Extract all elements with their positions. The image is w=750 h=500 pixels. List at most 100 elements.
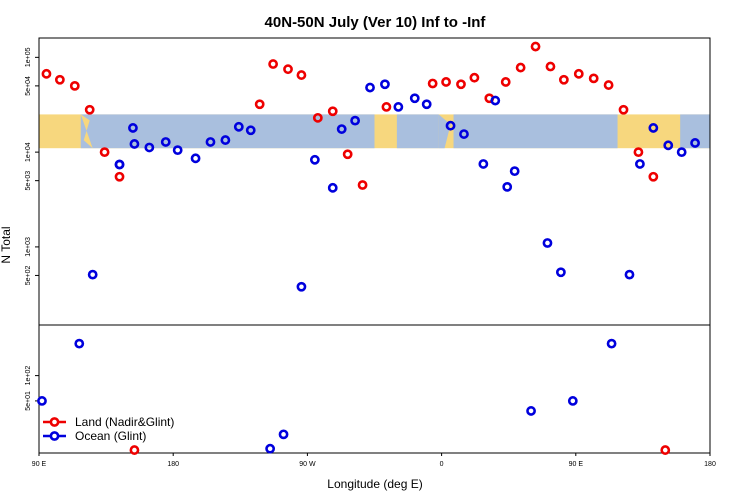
x-tick-label: 90 W: [299, 461, 316, 468]
ocean-point: [327, 182, 338, 193]
map-band-coast: [80, 114, 93, 149]
ocean-point: [502, 181, 513, 192]
land-point: [545, 61, 556, 72]
land-point: [588, 73, 599, 84]
y-tick-label: 1e+03: [25, 237, 32, 257]
land-point: [357, 180, 368, 190]
land-point: [69, 80, 80, 91]
ocean-point: [336, 124, 347, 134]
y-tick-label: 1e+05: [25, 47, 32, 67]
land-point: [648, 171, 659, 182]
y-tick-label: 5e+04: [25, 76, 32, 96]
land-point: [558, 74, 569, 85]
legend-marker: [49, 431, 60, 441]
ocean-point: [172, 145, 183, 156]
data-points: [37, 41, 700, 455]
ocean-point: [393, 102, 404, 112]
land-point: [54, 74, 65, 85]
ocean-point: [648, 123, 659, 133]
x-tick-label: 180: [167, 461, 179, 468]
ocean-point: [278, 429, 289, 440]
ocean-point: [309, 154, 320, 165]
land-point: [573, 68, 584, 79]
land-point: [327, 106, 338, 117]
map-band-ocean: [396, 114, 439, 149]
ocean-point: [409, 93, 420, 104]
legend: Land (Nadir&Glint)Ocean (Glint): [43, 415, 174, 443]
land-point: [296, 70, 307, 80]
ocean-point: [380, 79, 390, 90]
legend-marker: [49, 417, 60, 427]
ocean-point: [421, 99, 432, 110]
ocean-point: [555, 267, 566, 278]
ocean-point: [144, 142, 155, 153]
y-axis-upper: 5e+02 1e+03 5e+03 1e+04 5e+04 1e+05: [25, 47, 39, 285]
y-tick-label: 1e+02: [25, 366, 32, 386]
ocean-point: [542, 238, 553, 248]
land-point: [618, 104, 629, 115]
land-point: [515, 62, 526, 73]
land-point: [441, 77, 451, 87]
ocean-point: [37, 396, 47, 406]
land-point: [114, 171, 125, 182]
ocean-point: [365, 82, 375, 93]
land-point: [312, 112, 323, 123]
land-point: [530, 41, 541, 52]
map-band-ocean: [453, 114, 618, 149]
ocean-point: [74, 338, 85, 349]
y-tick-label: 5e+01: [25, 391, 32, 411]
land-point: [129, 445, 140, 455]
ocean-point: [478, 159, 489, 169]
ocean-point: [114, 159, 125, 170]
ocean-point: [129, 139, 140, 149]
x-axis: 90 E 180 90 W 0 90 E 180: [32, 453, 716, 468]
x-tick-label: 90 E: [32, 461, 47, 468]
ocean-point: [509, 166, 520, 177]
world-map-band: [39, 114, 710, 149]
y-tick-label: 5e+03: [25, 171, 32, 191]
legend-label: Ocean (Glint): [75, 429, 146, 443]
ocean-point: [350, 115, 361, 126]
x-tick-label: 180: [704, 461, 716, 468]
ocean-point: [128, 123, 138, 133]
ocean-point: [624, 269, 635, 280]
ocean-point: [445, 120, 456, 131]
y-tick-label: 5e+02: [25, 266, 32, 286]
ocean-point: [265, 443, 276, 454]
lower-panel-frame: [38, 324, 711, 454]
x-axis-label: Longitude (deg E): [327, 477, 422, 491]
ocean-point: [567, 396, 578, 406]
ocean-point: [676, 147, 687, 158]
ocean-point: [490, 95, 501, 106]
land-point: [660, 445, 671, 455]
land-point: [633, 147, 644, 158]
ocean-point: [663, 140, 674, 151]
ocean-point: [296, 281, 307, 292]
land-point: [283, 64, 293, 75]
land-point: [99, 147, 110, 158]
x-tick-label: 0: [440, 461, 444, 468]
map-band-ocean: [680, 114, 710, 149]
ocean-point: [190, 153, 201, 164]
ocean-point: [245, 125, 256, 136]
land-point: [84, 104, 95, 115]
land-point: [381, 102, 392, 112]
ocean-point: [690, 138, 700, 148]
land-point: [427, 78, 438, 89]
y-axis-lower: 5e+01 1e+02: [25, 366, 39, 411]
land-point: [268, 59, 279, 69]
land-point: [254, 99, 265, 110]
x-tick-label: 90 E: [569, 461, 584, 468]
ocean-point: [606, 338, 617, 349]
land-point: [41, 68, 52, 79]
y-tick-label: 1e+04: [25, 142, 32, 162]
chart-title: 40N-50N July (Ver 10) Inf to -Inf: [265, 14, 487, 31]
legend-label: Land (Nadir&Glint): [75, 415, 174, 429]
ocean-point: [220, 135, 231, 145]
y-axis-label: N Total: [0, 226, 13, 263]
ocean-point: [526, 406, 536, 416]
ocean-point: [160, 137, 171, 147]
ocean-point: [205, 137, 216, 147]
land-point: [603, 80, 614, 90]
